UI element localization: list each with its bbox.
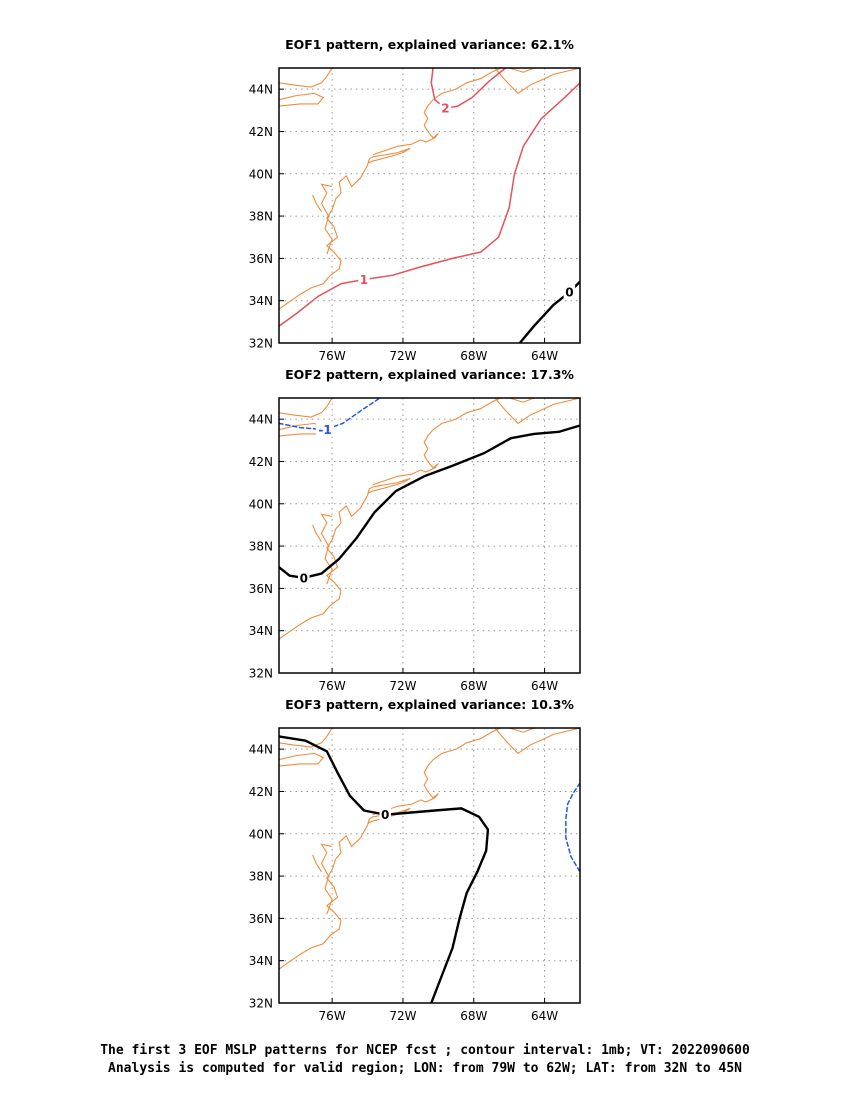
coastline-segment <box>279 92 325 107</box>
y-tick-label: 36N <box>249 912 273 926</box>
contour-label: 2 <box>441 102 449 116</box>
coastline <box>279 68 580 310</box>
eof-panel-1: EOF1 pattern, explained variance: 62.1% 2… <box>249 37 581 363</box>
contour-label-bg <box>298 570 310 585</box>
map-frame <box>278 727 581 1004</box>
eof-panel-3: EOF3 pattern, explained variance: 10.3% 0… <box>249 697 581 1023</box>
coastline-segment <box>509 728 535 733</box>
y-tick-label: 32N <box>249 667 273 681</box>
contour-label-bg <box>316 422 335 437</box>
contour-label-bg <box>358 272 370 287</box>
x-tick-label: 64W <box>531 349 558 363</box>
contour-line <box>279 82 580 327</box>
contour-label-bg <box>379 807 391 822</box>
x-tick-label: 72W <box>389 1009 416 1023</box>
y-tick-label: 34N <box>249 624 273 638</box>
y-tick-label: 42N <box>249 125 273 139</box>
x-tick-label: 68W <box>460 1009 487 1023</box>
y-tick-label: 38N <box>249 540 273 554</box>
panel-title: EOF2 pattern, explained variance: 17.3% <box>285 367 574 382</box>
coastline-segment <box>367 477 411 494</box>
contour-label: 1 <box>360 273 368 287</box>
contour-label: 0 <box>565 286 573 300</box>
coastline-segment <box>279 68 333 88</box>
y-tick-label: 36N <box>249 582 273 596</box>
coastline-segment <box>279 752 325 767</box>
contour-label-bg <box>563 285 576 300</box>
coastline-segment <box>279 818 370 970</box>
coastline-segment <box>494 398 580 425</box>
coastline-segment <box>279 158 370 310</box>
y-tick-label: 34N <box>249 294 273 308</box>
coastline-segment <box>509 398 535 403</box>
y-tick-label: 38N <box>249 870 273 884</box>
contour-label: 0 <box>300 571 308 585</box>
y-tick-label: 44N <box>249 83 273 97</box>
contour-label: -1 <box>318 423 331 437</box>
panel-title: EOF3 pattern, explained variance: 10.3% <box>285 697 574 712</box>
coastline-segment <box>279 398 333 418</box>
coastline-segment <box>494 728 580 755</box>
y-tick-label: 32N <box>249 997 273 1011</box>
y-tick-label: 32N <box>249 337 273 351</box>
x-tick-label: 64W <box>531 1009 558 1023</box>
coastline-segment <box>367 807 411 824</box>
y-tick-label: 44N <box>249 743 273 757</box>
map-frame <box>278 397 581 674</box>
y-tick-label: 40N <box>249 497 273 511</box>
coastline-segment <box>372 398 501 486</box>
coastline <box>279 728 580 970</box>
x-tick-label: 76W <box>319 679 346 693</box>
x-tick-label: 72W <box>389 349 416 363</box>
x-tick-label: 68W <box>460 679 487 693</box>
coastline-segment <box>320 513 333 585</box>
x-tick-label: 68W <box>460 349 487 363</box>
y-tick-label: 34N <box>249 954 273 968</box>
eof-panel-2: EOF2 pattern, explained variance: 17.3% -… <box>249 367 581 693</box>
y-tick-label: 40N <box>249 167 273 181</box>
x-tick-label: 76W <box>319 349 346 363</box>
x-tick-label: 76W <box>319 1009 346 1023</box>
coastline-segment <box>279 488 370 640</box>
map-frame <box>278 67 581 344</box>
coastline-segment <box>312 194 322 213</box>
y-tick-label: 38N <box>249 210 273 224</box>
y-tick-label: 44N <box>249 413 273 427</box>
x-tick-label: 64W <box>531 679 558 693</box>
contour-line <box>279 735 490 1003</box>
y-tick-label: 42N <box>249 785 273 799</box>
coastline-segment <box>509 68 535 73</box>
y-tick-label: 40N <box>249 827 273 841</box>
contour-label-bg <box>439 101 452 116</box>
panel-title: EOF1 pattern, explained variance: 62.1% <box>285 37 574 52</box>
coastline-segment <box>372 68 501 156</box>
coastline-segment <box>367 147 411 164</box>
contour-line <box>279 424 580 580</box>
caption-line-1: The first 3 EOF MSLP patterns for NCEP f… <box>100 1043 750 1058</box>
y-tick-label: 36N <box>249 252 273 266</box>
caption-line-2: Analysis is computed for valid region; L… <box>108 1061 742 1076</box>
coastline-segment <box>312 524 322 543</box>
coastline-segment <box>320 183 333 255</box>
coastline-segment <box>494 68 580 95</box>
coastline-segment <box>320 843 333 915</box>
contour-line <box>565 782 580 873</box>
x-tick-label: 72W <box>389 679 416 693</box>
contour-line <box>430 68 507 109</box>
contour-label: 0 <box>381 808 389 822</box>
coastline-segment <box>372 728 501 816</box>
y-tick-label: 42N <box>249 455 273 469</box>
coastline-segment <box>312 854 322 873</box>
